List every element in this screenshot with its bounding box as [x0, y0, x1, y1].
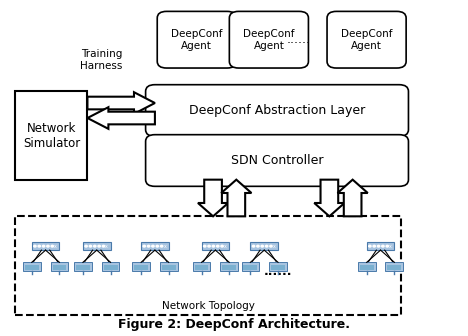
Circle shape — [98, 245, 100, 247]
Circle shape — [51, 245, 53, 247]
FancyBboxPatch shape — [388, 265, 401, 270]
Text: SDN Controller: SDN Controller — [231, 154, 323, 167]
Polygon shape — [88, 92, 155, 114]
Text: DeepConf
Agent: DeepConf Agent — [171, 29, 222, 50]
Circle shape — [156, 245, 159, 247]
FancyBboxPatch shape — [241, 262, 259, 271]
Text: x: x — [105, 244, 108, 249]
Text: DeepConf
Agent: DeepConf Agent — [341, 29, 392, 50]
Text: DeepConf
Agent: DeepConf Agent — [243, 29, 295, 50]
Circle shape — [369, 245, 371, 247]
FancyBboxPatch shape — [141, 242, 169, 250]
FancyBboxPatch shape — [76, 265, 90, 270]
Circle shape — [47, 245, 49, 247]
FancyBboxPatch shape — [146, 85, 409, 136]
FancyBboxPatch shape — [358, 262, 376, 271]
Text: Training
Harness: Training Harness — [80, 49, 123, 71]
FancyBboxPatch shape — [269, 262, 287, 271]
FancyBboxPatch shape — [360, 265, 373, 270]
FancyBboxPatch shape — [229, 11, 308, 68]
FancyBboxPatch shape — [51, 262, 68, 271]
FancyBboxPatch shape — [23, 262, 41, 271]
Circle shape — [147, 245, 150, 247]
Text: x: x — [54, 244, 57, 249]
FancyBboxPatch shape — [195, 265, 208, 270]
FancyBboxPatch shape — [202, 242, 229, 250]
FancyBboxPatch shape — [162, 265, 176, 270]
Polygon shape — [314, 180, 344, 216]
Circle shape — [261, 245, 263, 247]
Text: Network Topology: Network Topology — [162, 301, 255, 311]
FancyBboxPatch shape — [15, 91, 88, 180]
Text: Figure 2: DeepConf Architecture.: Figure 2: DeepConf Architecture. — [118, 318, 350, 331]
FancyBboxPatch shape — [32, 242, 59, 250]
FancyBboxPatch shape — [52, 265, 66, 270]
Circle shape — [217, 245, 219, 247]
Circle shape — [43, 245, 45, 247]
Text: x: x — [273, 244, 276, 249]
Circle shape — [208, 245, 210, 247]
Polygon shape — [198, 180, 228, 216]
FancyBboxPatch shape — [271, 265, 285, 270]
Text: x: x — [163, 244, 166, 249]
Circle shape — [265, 245, 268, 247]
Polygon shape — [221, 180, 251, 216]
Circle shape — [85, 245, 87, 247]
FancyBboxPatch shape — [193, 262, 211, 271]
Text: ......: ...... — [264, 265, 292, 278]
FancyBboxPatch shape — [146, 135, 409, 186]
FancyBboxPatch shape — [250, 242, 278, 250]
Circle shape — [373, 245, 375, 247]
FancyBboxPatch shape — [157, 11, 236, 68]
FancyBboxPatch shape — [243, 265, 257, 270]
FancyBboxPatch shape — [15, 216, 402, 314]
Circle shape — [386, 245, 388, 247]
FancyBboxPatch shape — [386, 262, 403, 271]
FancyBboxPatch shape — [327, 11, 406, 68]
Circle shape — [34, 245, 36, 247]
Circle shape — [270, 245, 272, 247]
Circle shape — [257, 245, 259, 247]
FancyBboxPatch shape — [102, 262, 119, 271]
Circle shape — [102, 245, 105, 247]
FancyBboxPatch shape — [160, 262, 178, 271]
Circle shape — [212, 245, 215, 247]
Text: x: x — [389, 244, 392, 249]
Text: x: x — [224, 244, 227, 249]
FancyBboxPatch shape — [367, 242, 395, 250]
Polygon shape — [337, 180, 368, 216]
Circle shape — [252, 245, 255, 247]
FancyBboxPatch shape — [83, 242, 110, 250]
Circle shape — [38, 245, 40, 247]
Text: ......: ...... — [286, 33, 310, 46]
Circle shape — [89, 245, 92, 247]
Circle shape — [382, 245, 384, 247]
FancyBboxPatch shape — [132, 262, 150, 271]
Circle shape — [221, 245, 223, 247]
FancyBboxPatch shape — [222, 265, 236, 270]
Circle shape — [377, 245, 380, 247]
Circle shape — [94, 245, 96, 247]
FancyBboxPatch shape — [25, 265, 39, 270]
FancyBboxPatch shape — [104, 265, 117, 270]
Text: Network
Simulator: Network Simulator — [23, 122, 80, 150]
Circle shape — [152, 245, 154, 247]
FancyBboxPatch shape — [134, 265, 148, 270]
Circle shape — [204, 245, 206, 247]
Polygon shape — [88, 107, 155, 129]
Circle shape — [161, 245, 163, 247]
Circle shape — [143, 245, 146, 247]
FancyBboxPatch shape — [74, 262, 92, 271]
Text: DeepConf Abstraction Layer: DeepConf Abstraction Layer — [189, 104, 365, 117]
FancyBboxPatch shape — [220, 262, 238, 271]
